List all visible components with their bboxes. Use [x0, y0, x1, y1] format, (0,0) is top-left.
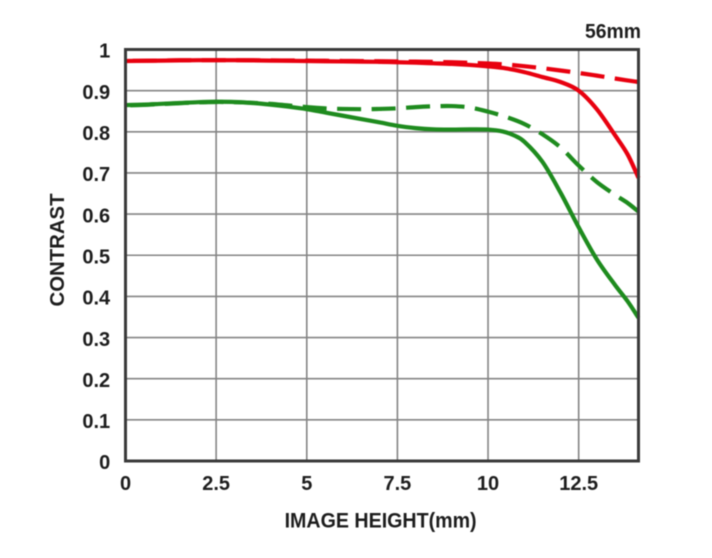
y-axis-tick-labels: 0 0.1 0.2 0.3 0.4 0.5 0.6 0.7 0.8 0.9 1: [82, 41, 111, 475]
curve-red-solid: [125, 58, 641, 179]
y-tick-label: 0.7: [82, 164, 110, 186]
y-tick-label: 0.1: [82, 411, 110, 433]
y-tick-label: 0: [99, 452, 110, 474]
plot-border: [124, 48, 640, 463]
y-tick-label: 0.9: [82, 82, 110, 104]
focal-length-label: 56mm: [585, 20, 641, 43]
y-tick-label: 0.8: [82, 123, 110, 145]
x-axis-title: IMAGE HEIGHT(mm): [285, 510, 477, 533]
y-tick-label: 0.2: [82, 370, 110, 392]
x-tick-label: 12.5: [559, 473, 598, 495]
curve-green-solid: [125, 99, 641, 319]
y-tick-label: 0.4: [82, 288, 111, 310]
x-axis-tick-labels: 0 2.5 5 7.5 10 12.5: [120, 473, 598, 495]
x-tick-label: 2.5: [202, 473, 230, 495]
y-axis-title: CONTRAST: [47, 194, 69, 307]
mtf-curves: [125, 58, 641, 319]
gridlines: [125, 49, 639, 461]
x-tick-label: 10: [477, 473, 499, 495]
y-tick-label: 1: [99, 41, 110, 63]
curve-red-dashed: [125, 58, 639, 85]
x-tick-label: 0: [120, 473, 131, 495]
curve-green-dashed: [125, 99, 640, 214]
x-tick-label: 7.5: [384, 473, 412, 495]
y-tick-label: 0.3: [82, 329, 110, 351]
y-tick-label: 0.5: [82, 246, 110, 268]
y-tick-label: 0.6: [82, 205, 110, 227]
x-tick-label: 5: [301, 473, 312, 495]
